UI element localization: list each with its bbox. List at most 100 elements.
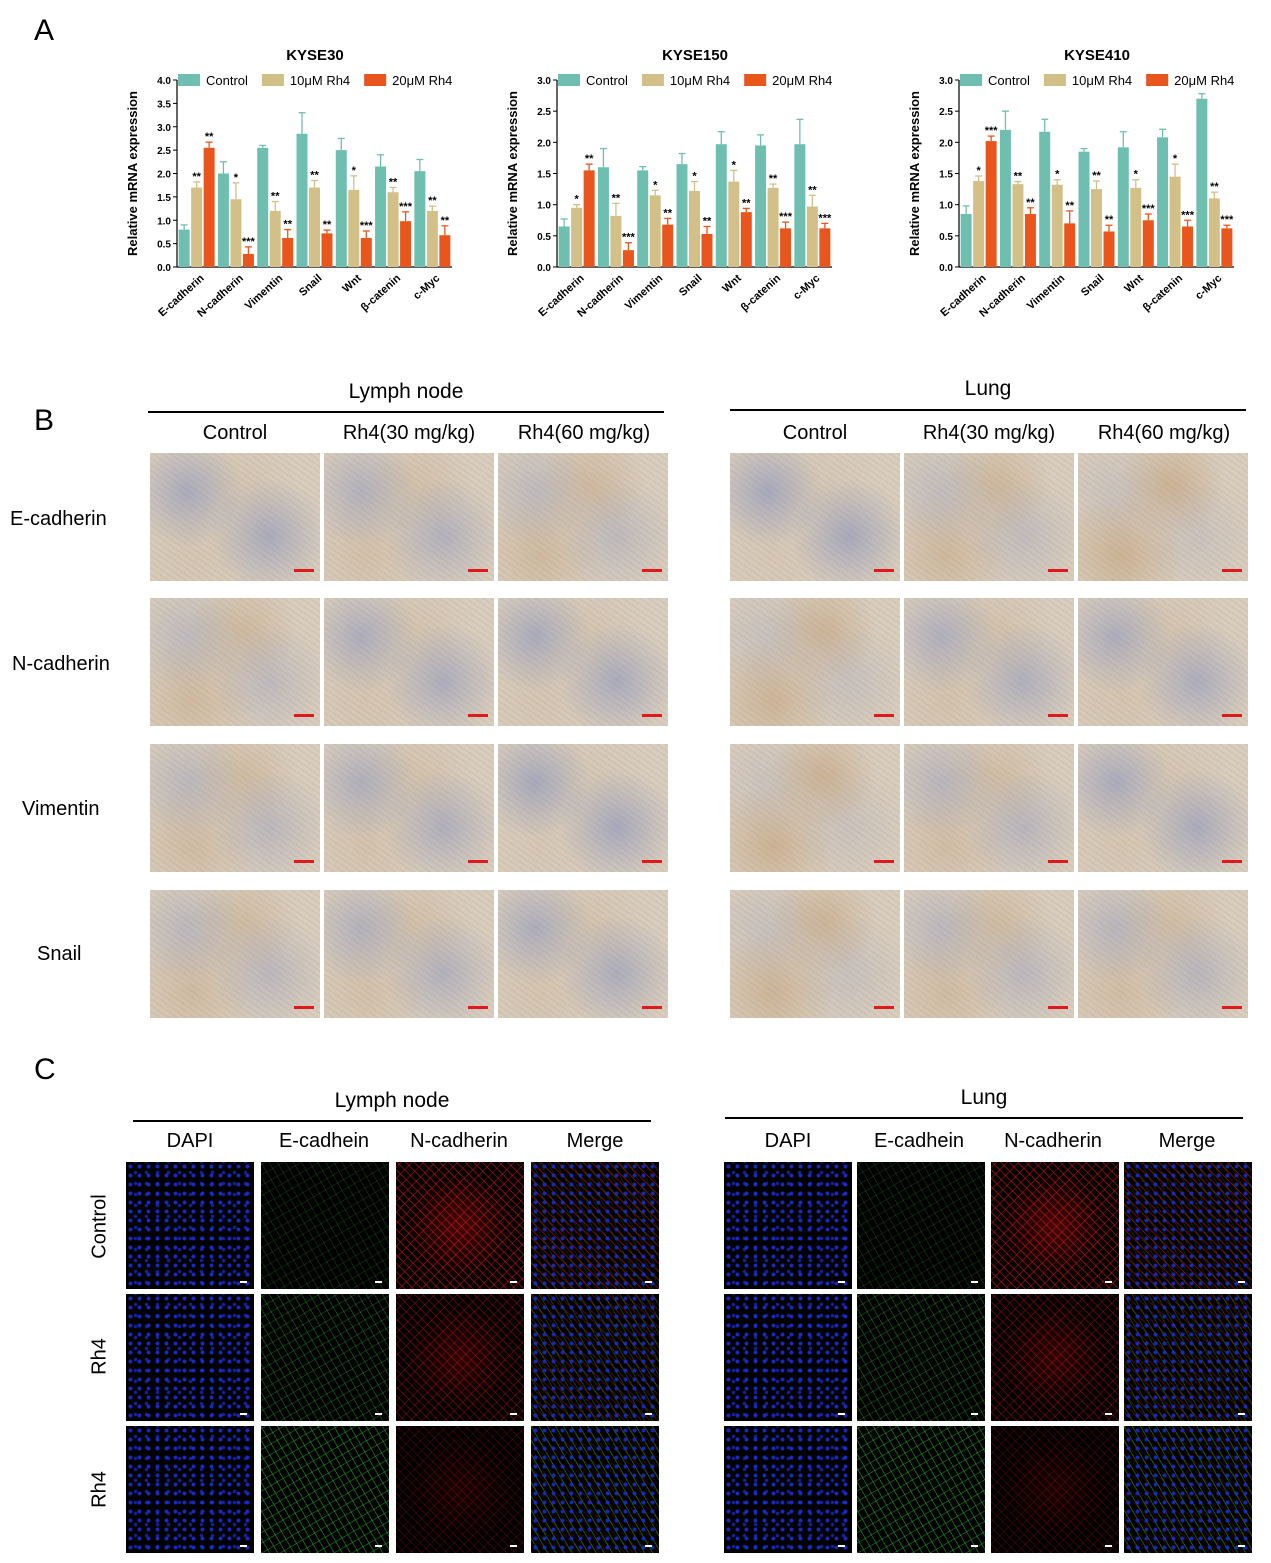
ihc-image bbox=[904, 598, 1074, 726]
scale-bar bbox=[240, 1413, 247, 1415]
scale-bar bbox=[375, 1281, 382, 1283]
legend-label: Control bbox=[586, 73, 628, 88]
bar bbox=[767, 187, 779, 267]
bar bbox=[728, 181, 740, 267]
significance-label: ** bbox=[323, 219, 332, 231]
scale-bar bbox=[1238, 1413, 1245, 1415]
y-tick-label: 0.5 bbox=[537, 232, 551, 243]
bar bbox=[571, 207, 583, 267]
bar bbox=[999, 129, 1011, 267]
ihc-image bbox=[904, 744, 1074, 872]
scale-bar bbox=[240, 1545, 247, 1547]
significance-label: ** bbox=[1065, 200, 1074, 212]
scale-bar bbox=[874, 714, 894, 717]
ihc-image bbox=[1078, 744, 1248, 872]
category-label: Wnt bbox=[1122, 272, 1146, 295]
scale-bar bbox=[1238, 1281, 1245, 1283]
panel-b-lymph-rule bbox=[148, 411, 664, 413]
legend-label: Control bbox=[988, 73, 1030, 88]
chart-kyse150: KYSE150 Control 10μM Rh4 20μM Rh4 Relative m… bbox=[505, 47, 832, 320]
panel-b-col-lung-rh4-30: Rh4(30 mg/kg) bbox=[922, 422, 1056, 444]
scale-bar bbox=[838, 1413, 845, 1415]
significance-label: * bbox=[575, 194, 580, 206]
category-label: Snail bbox=[297, 272, 325, 299]
bar bbox=[400, 221, 412, 267]
ihc-image bbox=[150, 598, 320, 726]
ihc-image bbox=[498, 598, 668, 726]
scale-bar bbox=[645, 1281, 652, 1283]
bar bbox=[414, 171, 426, 267]
significance-label: ** bbox=[205, 131, 214, 143]
legend-swatch bbox=[1146, 74, 1169, 86]
category-label: Wnt bbox=[340, 272, 364, 295]
significance-label: * bbox=[653, 179, 658, 191]
significance-label: *** bbox=[1220, 214, 1234, 226]
scale-bar bbox=[642, 860, 662, 863]
legend-label: Control bbox=[206, 73, 248, 88]
y-tick-label: 1.0 bbox=[157, 216, 171, 227]
bar bbox=[217, 173, 229, 267]
if-image bbox=[857, 1426, 985, 1553]
significance-label: ** bbox=[283, 219, 292, 231]
y-tick-label: 0.0 bbox=[939, 263, 953, 274]
y-tick-label: 2.5 bbox=[537, 107, 551, 118]
scale-bar bbox=[1222, 1006, 1242, 1009]
bar bbox=[335, 150, 347, 267]
legend-label: 20μM Rh4 bbox=[1174, 73, 1234, 88]
y-tick-label: 2.0 bbox=[157, 170, 171, 181]
panel-c-col-lymph-ecad: E-cadhein bbox=[278, 1130, 370, 1152]
if-image bbox=[396, 1162, 524, 1289]
scale-bar bbox=[510, 1281, 517, 1283]
y-tick-label: 1.0 bbox=[939, 201, 953, 212]
scale-bar bbox=[645, 1545, 652, 1547]
panel-b-col-lung-control: Control bbox=[782, 422, 848, 444]
ihc-image bbox=[730, 598, 900, 726]
bar bbox=[689, 190, 700, 267]
if-image bbox=[531, 1294, 659, 1421]
significance-label: ** bbox=[769, 173, 778, 185]
scale-bar bbox=[294, 860, 314, 863]
significance-label: * bbox=[1173, 153, 1178, 165]
y-tick-label: 0.5 bbox=[157, 240, 171, 251]
category-label: β-catenin bbox=[739, 272, 784, 314]
legend-swatch bbox=[364, 74, 387, 86]
if-image bbox=[991, 1162, 1119, 1289]
category-label: Wnt bbox=[720, 272, 744, 295]
scale-bar bbox=[838, 1545, 845, 1547]
chart-kyse410: KYSE410 Control 10μM Rh4 20μM Rh4 Relative m… bbox=[907, 47, 1234, 320]
significance-label: *** bbox=[360, 220, 374, 232]
scale-bar bbox=[1048, 714, 1068, 717]
bar bbox=[1196, 98, 1208, 267]
scale-bar bbox=[642, 714, 662, 717]
bar bbox=[1142, 220, 1154, 267]
if-image bbox=[724, 1426, 852, 1553]
legend-swatch bbox=[641, 74, 664, 86]
bar bbox=[780, 228, 792, 267]
bar bbox=[191, 187, 203, 267]
bar bbox=[960, 214, 972, 267]
ihc-image bbox=[1078, 598, 1248, 726]
category-label: Vimentin bbox=[1025, 272, 1068, 312]
scale-bar bbox=[1048, 569, 1068, 572]
if-image bbox=[991, 1426, 1119, 1553]
significance-label: ** bbox=[1105, 214, 1114, 226]
significance-label: ** bbox=[389, 177, 398, 189]
category-label: c-Myc bbox=[791, 272, 822, 302]
bar bbox=[740, 212, 752, 267]
scale-bar bbox=[971, 1281, 978, 1283]
significance-label: ** bbox=[1210, 181, 1219, 193]
significance-label: * bbox=[977, 165, 982, 177]
y-tick-label: 2.5 bbox=[157, 146, 171, 157]
y-tick-label: 2.0 bbox=[537, 138, 551, 149]
scale-bar bbox=[1222, 569, 1242, 572]
bar bbox=[1012, 184, 1024, 267]
significance-label: ** bbox=[1026, 197, 1035, 209]
bar bbox=[348, 189, 360, 267]
scale-bar bbox=[375, 1413, 382, 1415]
if-image bbox=[126, 1162, 254, 1289]
panel-b-row-ncadherin: N-cadherin bbox=[12, 653, 110, 675]
legend-label: 10μM Rh4 bbox=[670, 73, 730, 88]
if-image bbox=[261, 1162, 389, 1289]
bar bbox=[662, 224, 674, 267]
scale-bar bbox=[1222, 714, 1242, 717]
